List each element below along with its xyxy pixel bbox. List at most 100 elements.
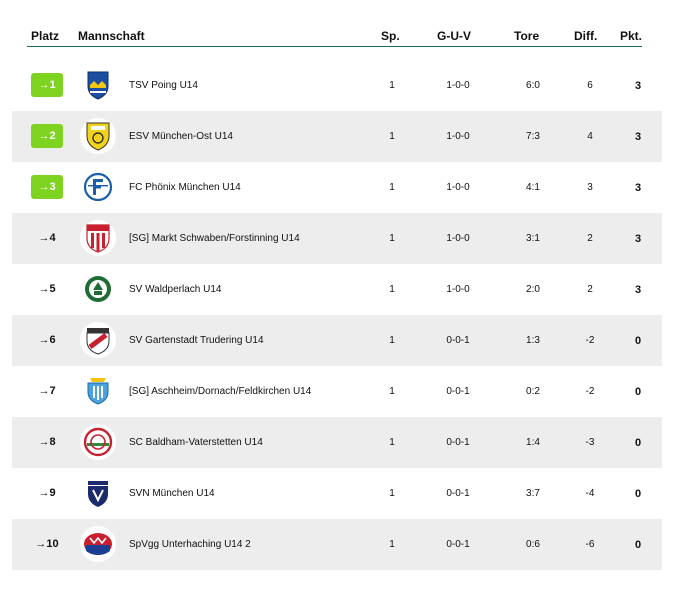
table-row[interactable]: →9 SVN München U14 1 0-0-1 3:7 -4 0 (12, 468, 662, 519)
table-row[interactable]: →7 [SG] Aschheim/Dornach/Feldkirchen U14… (12, 366, 662, 417)
games-played: 1 (389, 284, 395, 295)
rank-badge: →7 (38, 385, 56, 397)
sv-gartenstadt-crest-icon (80, 322, 116, 358)
goal-difference: 4 (587, 131, 593, 142)
table-rows: →1 TSV Poing U14 1 1-0-0 6:0 6 3 →2 ESV … (12, 60, 662, 570)
team-name[interactable]: [SG] Aschheim/Dornach/Feldkirchen U14 (129, 386, 312, 397)
header-sp: Sp. (381, 29, 400, 43)
points: 3 (634, 130, 642, 143)
games-played: 1 (389, 335, 395, 346)
spvgg-unterhaching-crest-icon (80, 526, 116, 562)
table-row[interactable]: →2 ESV München-Ost U14 1 1-0-0 7:3 4 3 (12, 111, 662, 162)
win-draw-loss: 1-0-0 (446, 80, 470, 91)
goals: 2:0 (526, 284, 540, 295)
goal-difference: -4 (585, 488, 595, 499)
team-name[interactable]: SC Baldham-Vaterstetten U14 (129, 437, 263, 448)
header-mannschaft: Mannschaft (78, 29, 145, 43)
points: 3 (634, 181, 642, 194)
table-row[interactable]: →1 TSV Poing U14 1 1-0-0 6:0 6 3 (12, 60, 662, 111)
goal-difference: 6 (587, 80, 593, 91)
header-diff: Diff. (574, 29, 598, 43)
rank-badge: →6 (38, 334, 56, 346)
team-name[interactable]: [SG] Markt Schwaben/Forstinning U14 (129, 233, 300, 244)
rank-badge: →4 (38, 232, 56, 244)
team-name[interactable]: FC Phönix München U14 (129, 182, 241, 193)
goals: 0:6 (526, 539, 540, 550)
table-row[interactable]: →4 [SG] Markt Schwaben/Forstinning U14 1… (12, 213, 662, 264)
fc-phoenix-crest-icon (80, 169, 116, 205)
win-draw-loss: 1-0-0 (446, 233, 470, 244)
rank-badge: →5 (38, 283, 56, 295)
win-draw-loss: 1-0-0 (446, 284, 470, 295)
points: 0 (634, 538, 642, 551)
tsv-poing-crest-icon (80, 67, 116, 103)
goals: 3:7 (526, 488, 540, 499)
points: 3 (634, 283, 642, 296)
games-played: 1 (389, 182, 395, 193)
table-row[interactable]: →3 FC Phönix München U14 1 1-0-0 4:1 3 3 (12, 162, 662, 213)
goal-difference: 2 (587, 233, 593, 244)
games-played: 1 (389, 80, 395, 91)
table-header: Platz Mannschaft Sp. G-U-V Tore Diff. Pk… (12, 24, 662, 48)
points: 3 (634, 232, 642, 245)
win-draw-loss: 1-0-0 (446, 182, 470, 193)
goals: 4:1 (526, 182, 540, 193)
team-name[interactable]: SV Waldperlach U14 (129, 284, 222, 295)
rank-badge: →9 (38, 487, 56, 499)
header-divider (27, 46, 642, 47)
aschheim-crest-icon (80, 373, 116, 409)
table-row[interactable]: →5 SV Waldperlach U14 1 1-0-0 2:0 2 3 (12, 264, 662, 315)
fcms-crest-icon (80, 220, 116, 256)
rank-badge: →8 (38, 436, 56, 448)
table-row[interactable]: →10 SpVgg Unterhaching U14 2 1 0-0-1 0:6… (12, 519, 662, 570)
win-draw-loss: 0-0-1 (446, 539, 470, 550)
win-draw-loss: 1-0-0 (446, 131, 470, 142)
win-draw-loss: 0-0-1 (446, 386, 470, 397)
games-played: 1 (389, 488, 395, 499)
team-name[interactable]: SpVgg Unterhaching U14 2 (129, 539, 251, 550)
games-played: 1 (389, 539, 395, 550)
points: 0 (634, 436, 642, 449)
goals: 1:3 (526, 335, 540, 346)
esv-muenchen-ost-crest-icon (80, 118, 116, 154)
goals: 6:0 (526, 80, 540, 91)
win-draw-loss: 0-0-1 (446, 335, 470, 346)
header-tore: Tore (514, 29, 540, 43)
team-name[interactable]: TSV Poing U14 (129, 80, 198, 91)
points: 0 (634, 385, 642, 398)
header-guv: G-U-V (437, 29, 471, 43)
rank-badge: →2 (31, 124, 63, 148)
goal-difference: 2 (587, 284, 593, 295)
header-platz: Platz (31, 29, 60, 43)
points: 3 (634, 79, 642, 92)
points: 0 (634, 487, 642, 500)
goals: 1:4 (526, 437, 540, 448)
goal-difference: -2 (585, 386, 595, 397)
goals: 0:2 (526, 386, 540, 397)
goals: 3:1 (526, 233, 540, 244)
table-row[interactable]: →6 SV Gartenstadt Trudering U14 1 0-0-1 … (12, 315, 662, 366)
svn-muenchen-crest-icon (80, 475, 116, 511)
team-name[interactable]: ESV München-Ost U14 (129, 131, 233, 142)
win-draw-loss: 0-0-1 (446, 488, 470, 499)
goal-difference: 3 (587, 182, 593, 193)
rank-badge: →1 (31, 73, 63, 97)
team-name[interactable]: SV Gartenstadt Trudering U14 (129, 335, 264, 346)
goals: 7:3 (526, 131, 540, 142)
goal-difference: -3 (585, 437, 595, 448)
games-played: 1 (389, 131, 395, 142)
table-row[interactable]: →8 SC Baldham-Vaterstetten U14 1 0-0-1 1… (12, 417, 662, 468)
header-pkt: Pkt. (620, 29, 643, 43)
sc-baldham-crest-icon (80, 424, 116, 460)
win-draw-loss: 0-0-1 (446, 437, 470, 448)
games-played: 1 (389, 386, 395, 397)
points: 0 (634, 334, 642, 347)
sv-waldperlach-crest-icon (80, 271, 116, 307)
goal-difference: -6 (585, 539, 595, 550)
team-name[interactable]: SVN München U14 (129, 488, 215, 499)
rank-badge: →10 (35, 538, 59, 550)
games-played: 1 (389, 233, 395, 244)
rank-badge: →3 (31, 175, 63, 199)
games-played: 1 (389, 437, 395, 448)
league-table: Platz Mannschaft Sp. G-U-V Tore Diff. Pk… (12, 24, 662, 570)
